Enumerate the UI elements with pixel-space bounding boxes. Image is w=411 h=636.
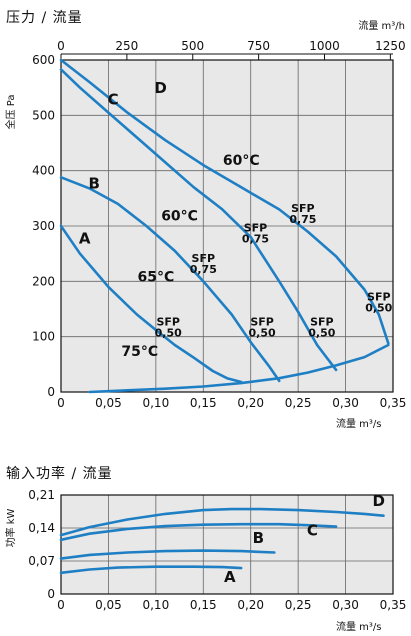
pressure-x-tick-label: 0,10 — [142, 396, 169, 410]
pressure-x-tick-label: 0,20 — [237, 396, 264, 410]
power-x-tick-label: 0,25 — [285, 598, 312, 612]
pressure-sfp-value: 0,75 — [242, 233, 269, 246]
pressure-x-tick-label: 0,25 — [285, 396, 312, 410]
pressure-curve-label: D — [154, 79, 166, 97]
pressure-y-tick-label: 400 — [32, 164, 55, 178]
pressure-x2-tick-label: 250 — [115, 39, 138, 53]
pressure-x2-tick-label: 1000 — [309, 39, 340, 53]
pressure-series-line-system — [88, 343, 390, 394]
pressure-x-axis-label: 流量 m³/s — [336, 417, 382, 430]
pressure-series-line-b — [59, 176, 281, 383]
power-y-tick-label: 0,07 — [28, 554, 55, 568]
pressure-series-line-c — [59, 68, 338, 372]
pressure-y-tick-label: 600 — [32, 53, 55, 67]
pressure-x-tick-label: 0,05 — [95, 396, 122, 410]
power-x-tick-label: 0,35 — [380, 598, 407, 612]
pressure-series-line-a — [59, 224, 243, 384]
pressure-y-tick-label: 300 — [32, 219, 55, 233]
pressure-sfp-label: SFP — [367, 291, 391, 304]
pressure-y-axis-label: 全压 Pa — [4, 95, 17, 130]
power-series-line-d — [59, 507, 385, 537]
pressure-x2-tick-label: 0 — [57, 39, 65, 53]
power-series-line-b — [59, 549, 276, 560]
power-curve-label: A — [224, 568, 236, 586]
pressure-sfp-label: SFP — [244, 222, 268, 235]
power-x-tick-label: 0,05 — [95, 598, 122, 612]
pressure-series-line-d — [59, 58, 390, 345]
pressure-sfp-label: SFP — [250, 316, 274, 329]
power-plot-frame — [60, 494, 394, 595]
pressure-y-tick-label: 100 — [32, 330, 55, 344]
power-x-tick-label: 0,15 — [190, 598, 217, 612]
pressure-sfp-value: 0,75 — [289, 213, 316, 226]
power-x-tick-label: 0,20 — [237, 598, 264, 612]
pressure-sfp-label: SFP — [156, 316, 180, 329]
pressure-x-tick-label: 0,35 — [380, 396, 407, 410]
power-chart-title: 输入功率 / 流量 — [6, 465, 113, 482]
power-x-tick-label: 0,30 — [332, 598, 359, 612]
power-y-tick-label: 0 — [47, 587, 55, 601]
pressure-temperature-label: 60°C — [161, 208, 198, 224]
pressure-y-tick-label: 200 — [32, 274, 55, 288]
pressure-sfp-value: 0,50 — [249, 327, 276, 340]
power-y-axis-label: 功率 kW — [4, 508, 17, 547]
pressure-y-tick-label: 0 — [47, 385, 55, 399]
pressure-temperature-label: 60°C — [223, 153, 260, 169]
pressure-x-tick-label: 0,15 — [190, 396, 217, 410]
pressure-temperature-label: 75°C — [121, 344, 158, 360]
pressure-sfp-label: SFP — [310, 316, 334, 329]
power-x-tick-label: 0,10 — [142, 598, 169, 612]
pressure-sfp-label: SFP — [192, 252, 216, 265]
pressure-x2-axis-label: 流量 m³/h — [358, 19, 405, 32]
power-y-tick-label: 0,14 — [28, 521, 55, 535]
pressure-sfp-value: 0,50 — [365, 302, 392, 315]
pressure-x-tick-label: 0 — [57, 396, 65, 410]
pressure-x-tick-label: 0,30 — [332, 396, 359, 410]
power-x-axis-label: 流量 m³/s — [336, 620, 382, 633]
pressure-sfp-value: 0,50 — [155, 327, 182, 340]
power-series-line-a — [59, 565, 243, 575]
power-curve-label: C — [307, 522, 318, 540]
pressure-x2-tick-label: 750 — [247, 39, 270, 53]
pressure-x2-tick-label: 500 — [181, 39, 204, 53]
pressure-sfp-label: SFP — [291, 202, 315, 215]
pressure-curve-label: A — [79, 230, 91, 248]
pressure-y-tick-label: 500 — [32, 108, 55, 122]
pressure-curve-label: B — [88, 174, 99, 192]
power-series-line-c — [59, 522, 338, 542]
power-y-tick-label: 0,21 — [28, 488, 55, 502]
pressure-curve-label: C — [108, 90, 119, 108]
power-curve-label: B — [253, 529, 264, 547]
pressure-chart-title: 压力 / 流量 — [6, 10, 83, 26]
power-curve-label: D — [373, 492, 385, 510]
pressure-sfp-value: 0,50 — [308, 327, 335, 340]
pressure-temperature-label: 65°C — [137, 269, 174, 285]
power-x-tick-label: 0 — [57, 598, 65, 612]
pressure-x2-tick-label: 1250 — [375, 39, 406, 53]
pressure-sfp-value: 0,75 — [190, 263, 217, 276]
